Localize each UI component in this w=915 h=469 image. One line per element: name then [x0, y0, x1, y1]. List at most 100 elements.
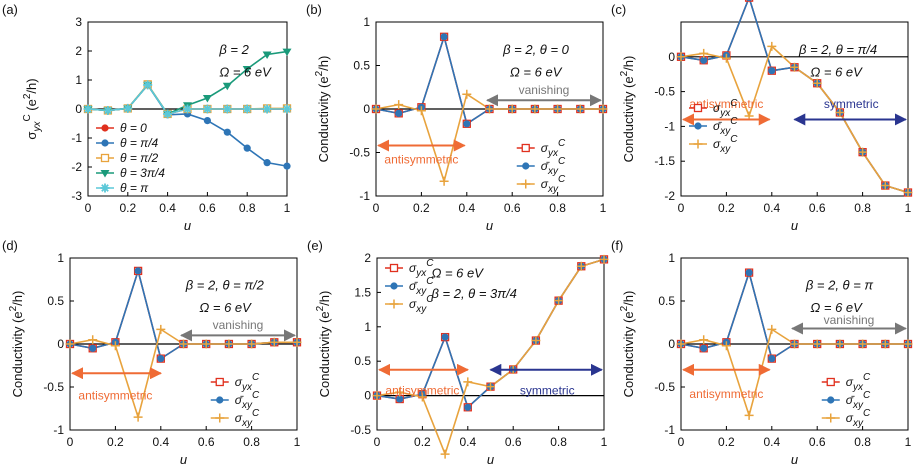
- marker-square: [693, 103, 703, 113]
- annotation: antisymmetric: [385, 383, 459, 397]
- marker-square: [389, 263, 399, 273]
- marker-plus: [521, 179, 531, 189]
- marker-plus: [88, 335, 98, 345]
- marker-plus: [389, 299, 399, 309]
- marker-square: [521, 143, 530, 153]
- marker-circle: [283, 162, 291, 170]
- marker-circle: [522, 162, 530, 170]
- panel-label: (e): [307, 238, 323, 253]
- x-tick-label: 0.6: [198, 435, 215, 449]
- y-tick-label: -0.5: [43, 380, 64, 394]
- annotation: symmetric: [520, 383, 575, 397]
- marker-circle: [700, 56, 708, 64]
- marker-plus: [416, 106, 426, 116]
- legend-label: σyxC: [846, 372, 871, 393]
- marker-square: [100, 153, 110, 163]
- marker-plus: [156, 324, 166, 334]
- legend-label: σyxC: [409, 258, 434, 279]
- panel: (e)0 0.2 0.4 0.6 0.8 1-0.500.511.52uConductiv…: [307, 238, 609, 467]
- annotation: β = 2, θ = 0: [502, 42, 570, 57]
- marker-star: [123, 103, 133, 113]
- x-tick-label: 1: [601, 435, 608, 449]
- y-tick-label: 0.5: [353, 59, 370, 73]
- marker-plus: [599, 254, 609, 264]
- marker-circle: [827, 396, 835, 404]
- annotation: Ω = 6 eV: [431, 265, 484, 280]
- x-axis-label: u: [487, 452, 494, 467]
- legend-label: σxyC: [846, 408, 871, 429]
- y-tick-label: -0.5: [349, 146, 370, 160]
- y-tick-label: -3: [71, 189, 82, 203]
- plot-frame: [376, 257, 605, 431]
- legend-label: σyxC: [713, 98, 738, 119]
- legend-label: σ̄xyC: [409, 276, 434, 297]
- marker-circle: [89, 344, 97, 352]
- marker-triangle: [100, 170, 110, 178]
- marker-circle: [464, 403, 472, 411]
- x-tick-label: 0.6: [504, 201, 521, 215]
- y-tick-label: 0.5: [658, 294, 675, 308]
- panel-label: (a): [2, 2, 18, 17]
- marker-plus: [858, 339, 868, 349]
- marker-star: [242, 104, 252, 114]
- annotation: symmetric: [824, 97, 879, 111]
- annotation: β = 2: [218, 42, 249, 57]
- marker-circle: [216, 396, 224, 404]
- marker-star: [222, 104, 232, 114]
- marker-triangle: [202, 94, 212, 103]
- x-tick-label: 0.2: [718, 201, 735, 215]
- panel: (d) 0 0.2 0.4 0.6 0.8 1 -1 -0.5 0 0.5 1 u Conductivit…: [2, 238, 302, 467]
- y-tick-label: 1: [363, 15, 370, 29]
- marker-plus: [65, 339, 75, 349]
- annotation: Ω = 6 eV: [810, 64, 863, 79]
- marker-plus: [394, 100, 404, 110]
- x-tick-label: 0.6: [199, 201, 216, 215]
- marker-square: [826, 377, 835, 387]
- x-tick-label: 0.2: [119, 201, 136, 215]
- x-tick-label: 0: [85, 201, 92, 215]
- marker-plus: [486, 382, 495, 392]
- marker-circle: [157, 355, 165, 363]
- marker-circle: [768, 67, 776, 75]
- x-tick-label: 0.2: [414, 435, 431, 449]
- annotation: vanishing: [519, 83, 570, 97]
- x-tick-label: 0.8: [239, 201, 256, 215]
- panel: (f) 0 0.2 0.4 0.6 0.8 1 -1 -0.5 0 0.5 1 u Conductivit…: [611, 238, 913, 467]
- marker-plus: [371, 104, 381, 114]
- y-tick-label: -1: [53, 423, 64, 437]
- y-tick-label: 0: [364, 389, 371, 403]
- series-line: [87, 83, 288, 167]
- x-tick-label: 1: [600, 201, 607, 215]
- marker-circle: [101, 139, 109, 147]
- marker-circle: [390, 282, 398, 290]
- legend-label: σ̄xyC: [541, 156, 566, 177]
- marker-circle: [768, 355, 776, 363]
- marker-plus: [744, 410, 754, 420]
- marker-plus: [880, 339, 890, 349]
- annotation: vanishing: [824, 313, 875, 327]
- marker-plus: [462, 89, 472, 99]
- annotation: β = 2, θ = π/2: [185, 278, 265, 293]
- legend-label: θ = π/4: [120, 136, 159, 150]
- y-tick-label: -1: [664, 423, 675, 437]
- marker-circle: [694, 122, 702, 130]
- marker-star: [183, 104, 192, 114]
- y-tick-label: -0.5: [654, 380, 675, 394]
- y-tick-label: 0: [363, 102, 370, 116]
- marker-plus: [835, 339, 845, 349]
- marker-plus: [903, 339, 913, 349]
- marker-star: [282, 104, 292, 114]
- x-tick-label: 0.4: [159, 201, 176, 215]
- y-tick-label: -1: [359, 189, 370, 203]
- annotation: β = 2, θ = π/4: [798, 42, 877, 57]
- marker-circle: [395, 109, 403, 117]
- y-axis-label: Conductivity (e2/h): [8, 291, 25, 398]
- x-tick-label: 0.2: [718, 435, 735, 449]
- y-tick-label: 2: [364, 251, 371, 265]
- legend-label: θ = 0: [120, 121, 147, 135]
- marker-triangle: [242, 65, 252, 74]
- marker-plus: [463, 377, 473, 387]
